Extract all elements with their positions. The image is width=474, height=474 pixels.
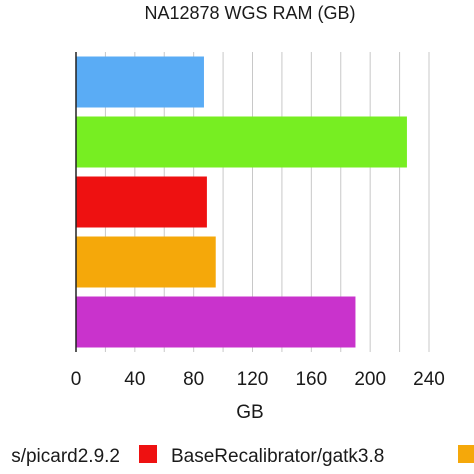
x-tick-label: 160 (295, 369, 327, 390)
legend-swatch-1 (139, 445, 157, 463)
x-tick-label: 0 (71, 369, 82, 390)
x-tick-label: 120 (237, 369, 269, 390)
legend-swatch-2 (458, 445, 474, 463)
x-tick-label: 240 (413, 369, 445, 390)
bar-3 (76, 176, 207, 228)
x-tick-labels: 0 40 80 120 160 200 240 (71, 369, 445, 390)
x-tick-label: 200 (354, 369, 386, 390)
bars (76, 56, 407, 348)
x-tick-label: 40 (124, 369, 145, 390)
x-tick-label: 80 (183, 369, 204, 390)
bar-2 (76, 116, 407, 168)
chart-title: NA12878 WGS RAM (GB) (144, 3, 355, 23)
legend-label-1: s/picard2.9.2 (11, 446, 120, 467)
legend-label-2: BaseRecalibrator/gatk3.8 (171, 446, 384, 467)
bar-1 (76, 56, 204, 108)
bar-5 (76, 296, 356, 348)
bar-4 (76, 236, 216, 288)
legend: s/picard2.9.2 BaseRecalibrator/gatk3.8 (11, 445, 474, 467)
x-axis-label: GB (236, 402, 263, 423)
